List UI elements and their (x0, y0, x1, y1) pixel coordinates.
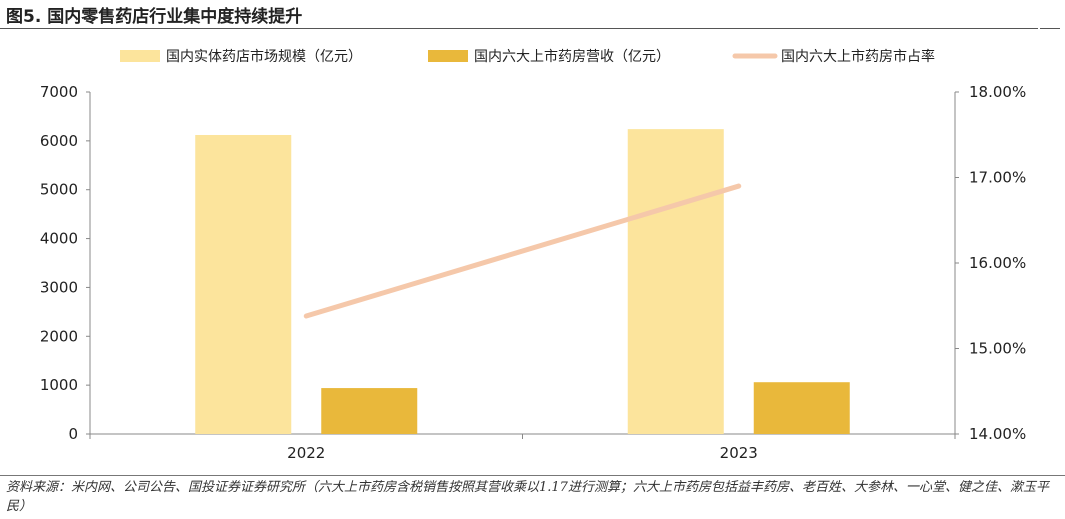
x-tick-label: 2022 (287, 444, 325, 462)
bar (627, 129, 724, 434)
title-divider (0, 28, 1038, 29)
bar (321, 388, 418, 434)
left-tick-label: 3000 (40, 278, 78, 296)
right-tick-label: 14.00% (969, 425, 1026, 443)
left-tick-label: 2000 (40, 327, 78, 345)
left-tick-label: 4000 (40, 230, 78, 248)
right-tick-label: 16.00% (969, 254, 1026, 272)
source-divider (0, 475, 1065, 476)
legend-label: 国内六大上市药房市占率 (781, 48, 935, 65)
left-tick-label: 7000 (40, 83, 78, 101)
chart-area: 国内实体药店市场规模（亿元） 国内六大上市药房营收（亿元） 国内六大上市药房市占率 … (40, 48, 1026, 462)
bar (195, 134, 292, 434)
legend-label: 国内六大上市药房营收（亿元） (474, 48, 670, 65)
right-tick-label: 15.00% (969, 340, 1026, 358)
left-tick-label: 5000 (40, 181, 78, 199)
x-tick-label: 2023 (720, 444, 758, 462)
axes: 0 1000 2000 3000 4000 5000 6000 7000 14.00% 15.00… (40, 83, 1026, 462)
legend-swatch (428, 50, 468, 62)
legend-swatch (120, 50, 160, 62)
right-tick-label: 18.00% (969, 83, 1026, 101)
legend: 国内实体药店市场规模（亿元） 国内六大上市药房营收（亿元） 国内六大上市药房市占率 (120, 48, 935, 65)
figure-title: 图5. 国内零售药店行业集中度持续提升 (6, 7, 303, 27)
right-tick-label: 17.00% (969, 169, 1026, 187)
left-tick-label: 0 (68, 425, 78, 443)
chart-marks (195, 129, 850, 434)
source-note: 资料来源：米内网、公司公告、国投证券证券研究所（六大上市药房含税销售按照其营收乘… (6, 480, 1049, 514)
bar (753, 382, 850, 434)
share-line (303, 183, 742, 319)
title-divider-tail (1040, 28, 1060, 29)
left-tick-label: 1000 (40, 376, 78, 394)
left-tick-label: 6000 (40, 132, 78, 150)
legend-label: 国内实体药店市场规模（亿元） (166, 48, 362, 65)
